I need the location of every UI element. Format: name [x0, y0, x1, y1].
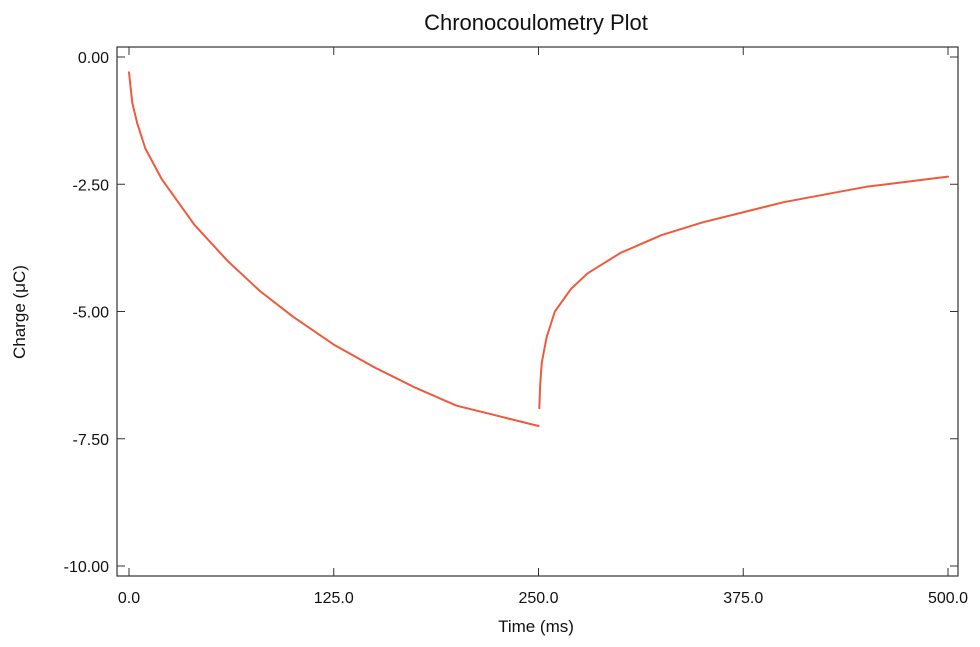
x-tick-label: 375.0 [723, 590, 763, 607]
chart-title: Chronocoulometry Plot [424, 10, 648, 35]
y-tick-label: 0.00 [78, 50, 109, 67]
y-tick-label: -5.00 [73, 305, 110, 322]
x-tick-label: 250.0 [518, 590, 558, 607]
series-line-forward-step [128, 71, 540, 428]
y-tick-label: -10.00 [64, 559, 109, 576]
y-tick-label: -2.50 [73, 177, 110, 194]
series-line-reverse-step [538, 175, 949, 410]
x-axis-label: Time (ms) [498, 617, 574, 636]
y-tick-label: -7.50 [73, 432, 110, 449]
x-tick-label: 500.0 [928, 590, 968, 607]
plot-area: 0.0 125.0 250.0 375.0 500.0 0.00 -2.50 -5.00 -7.… [64, 46, 968, 607]
y-axis-label: Charge (μC) [10, 265, 29, 359]
x-tick-label: 0.0 [118, 590, 140, 607]
x-tick-label: 125.0 [314, 590, 354, 607]
